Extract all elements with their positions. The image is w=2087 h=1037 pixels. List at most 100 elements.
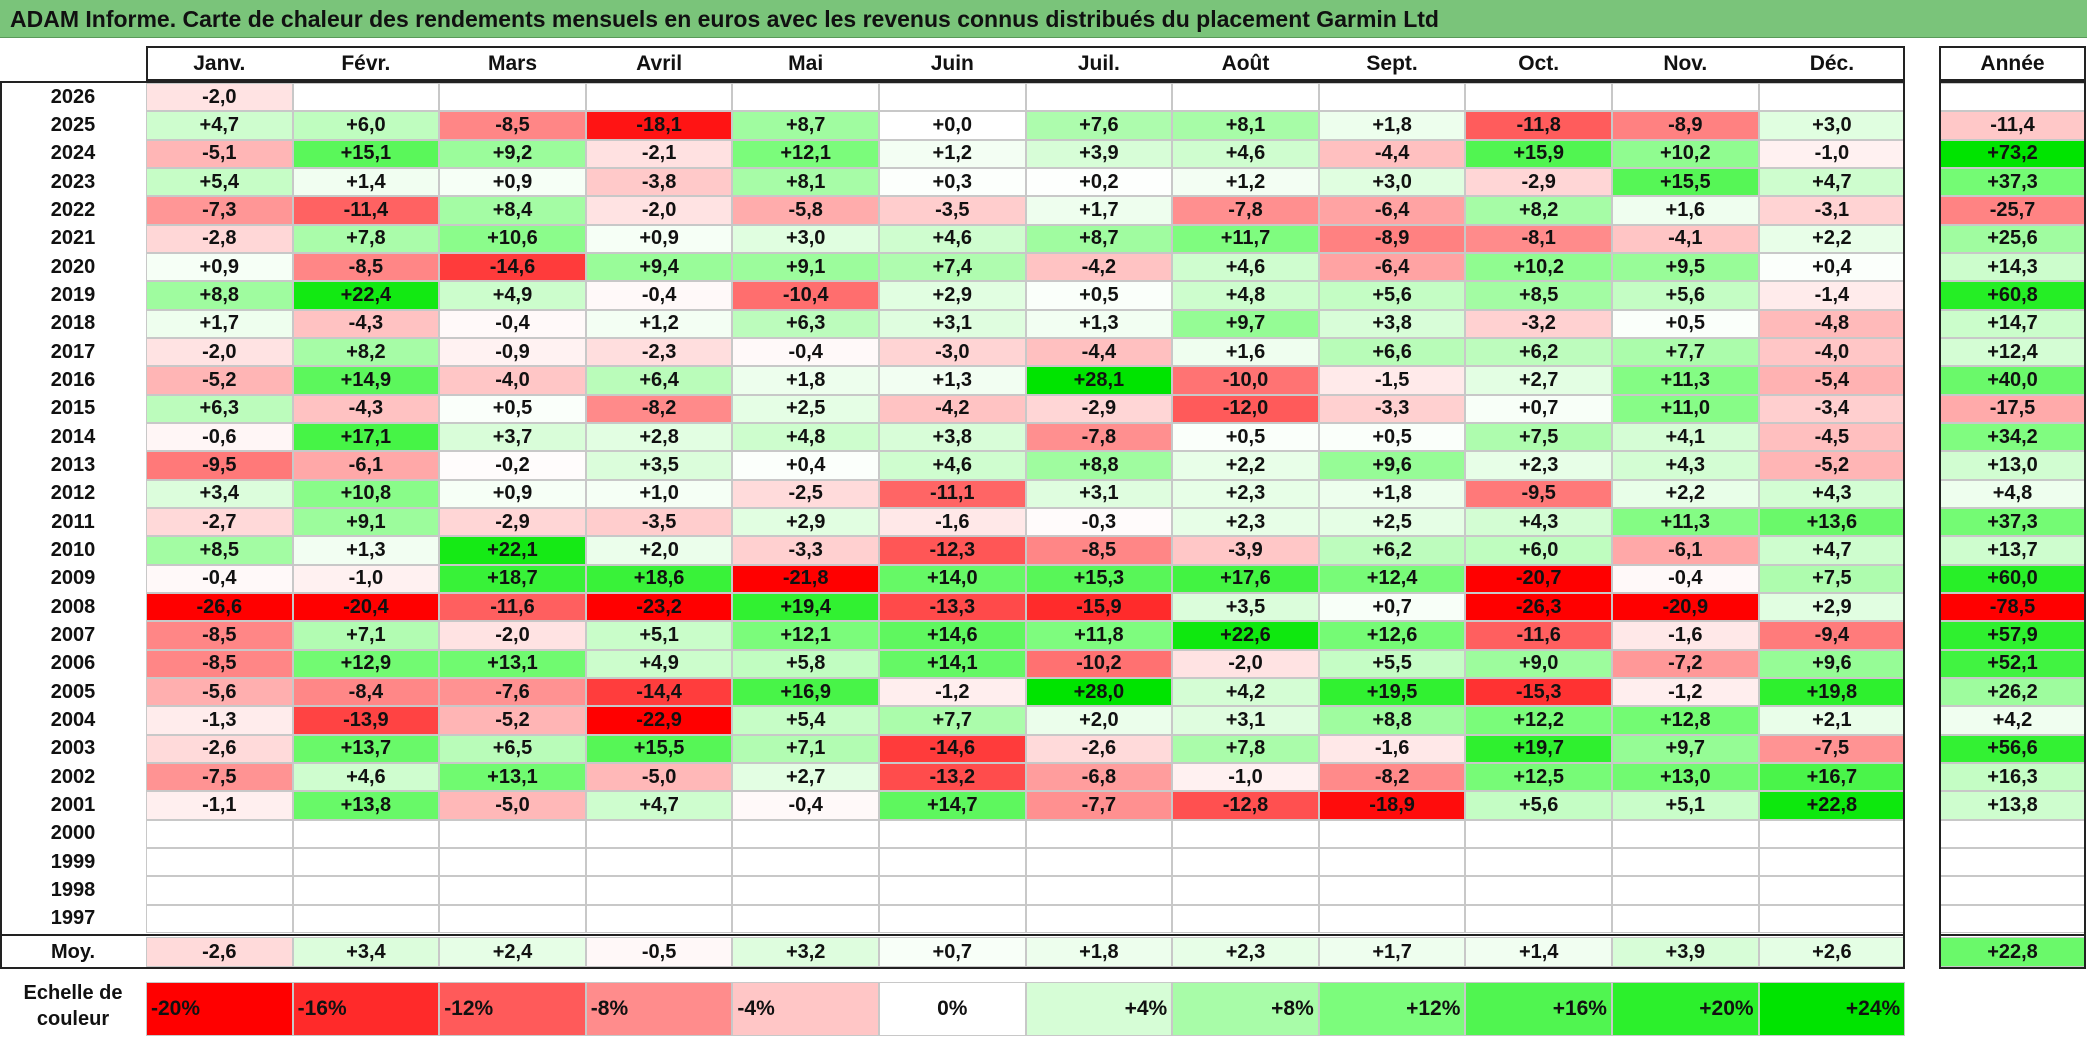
- heatmap-cell: -2,6: [146, 734, 293, 763]
- heatmap-cell: +0,0: [879, 111, 1026, 140]
- heatmap-cell: -13,9: [292, 706, 440, 735]
- heatmap-cell: -7,3: [146, 196, 293, 225]
- heatmap-cell: +19,4: [732, 592, 879, 622]
- year-label: 2009: [50, 567, 96, 590]
- heatmap-cell: +12,8: [1612, 706, 1759, 735]
- heatmap-cell: +0,9: [146, 252, 293, 282]
- heatmap-cell: -20,9: [1612, 592, 1759, 622]
- heatmap-cell: [439, 876, 586, 905]
- heatmap-cell: [1025, 819, 1173, 848]
- annual-cell: -25,7: [1939, 196, 2086, 225]
- year-label: 1998: [50, 878, 96, 901]
- heatmap-cell: [1025, 876, 1173, 905]
- heatmap-cell: -10,4: [732, 281, 879, 310]
- heatmap-cell: +3,7: [439, 422, 586, 452]
- heatmap-cell: [732, 819, 879, 848]
- heatmap-cell: -4,4: [1025, 337, 1173, 367]
- color-scale-stop: -8%: [585, 982, 733, 1036]
- heatmap-cell: -0,9: [439, 337, 586, 367]
- heatmap-cell: -5,0: [439, 791, 586, 820]
- heatmap-cell: +3,0: [732, 224, 879, 253]
- heatmap-cell: -26,3: [1465, 592, 1612, 622]
- heatmap-cell: -23,2: [585, 592, 733, 622]
- heatmap-cell: +9,1: [732, 252, 879, 282]
- heatmap-cell: -5,1: [146, 139, 293, 168]
- heatmap-cell: +13,1: [439, 762, 586, 792]
- heatmap-cell: -3,1: [1758, 196, 1906, 225]
- annual-cell: +14,7: [1939, 309, 2086, 338]
- heatmap-cell: -3,3: [1318, 394, 1466, 423]
- annual-cell: +40,0: [1939, 366, 2086, 395]
- heatmap-cell: -3,2: [1465, 309, 1612, 338]
- heatmap-cell: -7,6: [439, 677, 586, 707]
- color-scale-stop: +20%: [1612, 982, 1759, 1036]
- heatmap-cell: -4,0: [439, 366, 586, 395]
- heatmap-cell: -0,4: [732, 337, 879, 367]
- heatmap-cell: [879, 904, 1026, 933]
- color-scale-stop: -20%: [146, 982, 293, 1036]
- heatmap-cell: +3,1: [1172, 706, 1319, 735]
- heatmap-cell: -4,3: [292, 309, 440, 338]
- heatmap-cell: +3,8: [1318, 309, 1466, 338]
- annual-cell: +12,4: [1939, 337, 2086, 367]
- heatmap-cell: -8,2: [585, 394, 733, 423]
- heatmap-cell: -8,5: [439, 111, 586, 140]
- heatmap-cell: -12,8: [1172, 791, 1319, 820]
- heatmap-cell: +14,9: [292, 366, 440, 395]
- heatmap-cell: [1172, 847, 1319, 877]
- heatmap-cell: +2,2: [1172, 451, 1319, 480]
- heatmap-cell: -0,4: [439, 309, 586, 338]
- heatmap-cell: -8,4: [292, 677, 440, 707]
- heatmap-cell: -12,0: [1172, 394, 1319, 423]
- chart-title: ADAM Informe. Carte de chaleur des rende…: [0, 0, 2087, 38]
- heatmap-cell: -6,1: [1612, 536, 1759, 565]
- heatmap-cell: +1,2: [879, 139, 1026, 168]
- heatmap-cell: -2,9: [439, 507, 586, 537]
- heatmap-cell: +5,8: [732, 649, 879, 678]
- heatmap-cell: +22,4: [292, 281, 440, 310]
- year-label: 2007: [50, 623, 96, 646]
- heatmap-cell: +0,5: [1025, 281, 1173, 310]
- heatmap-cell: -0,2: [439, 451, 586, 480]
- heatmap-cell: -3,5: [585, 507, 733, 537]
- heatmap-cell: -12,3: [879, 536, 1026, 565]
- heatmap-cell: -1,5: [1318, 366, 1466, 395]
- heatmap-cell: -0,4: [732, 791, 879, 820]
- heatmap-cell: [1465, 904, 1612, 933]
- heatmap-cell: +1,6: [1612, 196, 1759, 225]
- heatmap-cell: +8,7: [1025, 224, 1173, 253]
- heatmap-cell: -15,9: [1025, 592, 1173, 622]
- average-cell: +3,9: [1612, 937, 1759, 967]
- heatmap-cell: -8,5: [146, 621, 293, 650]
- heatmap-cell: +28,0: [1025, 677, 1173, 707]
- heatmap-cell: -10,2: [1025, 649, 1173, 678]
- heatmap-cell: -4,3: [292, 394, 440, 423]
- heatmap-cell: +8,2: [1465, 196, 1612, 225]
- year-label: 2021: [50, 227, 96, 250]
- heatmap-cell: +3,1: [1025, 479, 1173, 508]
- heatmap-cell: -4,5: [1758, 422, 1906, 452]
- heatmap-cell: -2,9: [1025, 394, 1173, 423]
- heatmap-cell: +3,0: [1318, 167, 1466, 197]
- heatmap-cell: [1612, 876, 1759, 905]
- heatmap-cell: [1172, 904, 1319, 933]
- heatmap-cell: +11,0: [1612, 394, 1759, 423]
- heatmap-cell: [439, 847, 586, 877]
- heatmap-cell: +1,7: [1025, 196, 1173, 225]
- heatmap-cell: +11,8: [1025, 621, 1173, 650]
- heatmap-cell: +3,0: [1758, 111, 1906, 140]
- heatmap-cell: +5,6: [1318, 281, 1466, 310]
- heatmap-cell: +6,2: [1465, 337, 1612, 367]
- heatmap-cell: +2,9: [732, 507, 879, 537]
- heatmap-cell: +22,8: [1758, 791, 1906, 820]
- heatmap-cell: +12,1: [732, 621, 879, 650]
- heatmap-cell: +8,2: [292, 337, 440, 367]
- heatmap-cell: [1025, 904, 1173, 933]
- heatmap-cell: +2,5: [732, 394, 879, 423]
- heatmap-cell: [1318, 904, 1466, 933]
- heatmap-cell: +9,6: [1318, 451, 1466, 480]
- heatmap-cell: +1,3: [879, 366, 1026, 395]
- heatmap-cell: +15,9: [1465, 139, 1612, 168]
- annual-cell: -17,5: [1939, 394, 2086, 423]
- heatmap-cell: +1,0: [585, 479, 733, 508]
